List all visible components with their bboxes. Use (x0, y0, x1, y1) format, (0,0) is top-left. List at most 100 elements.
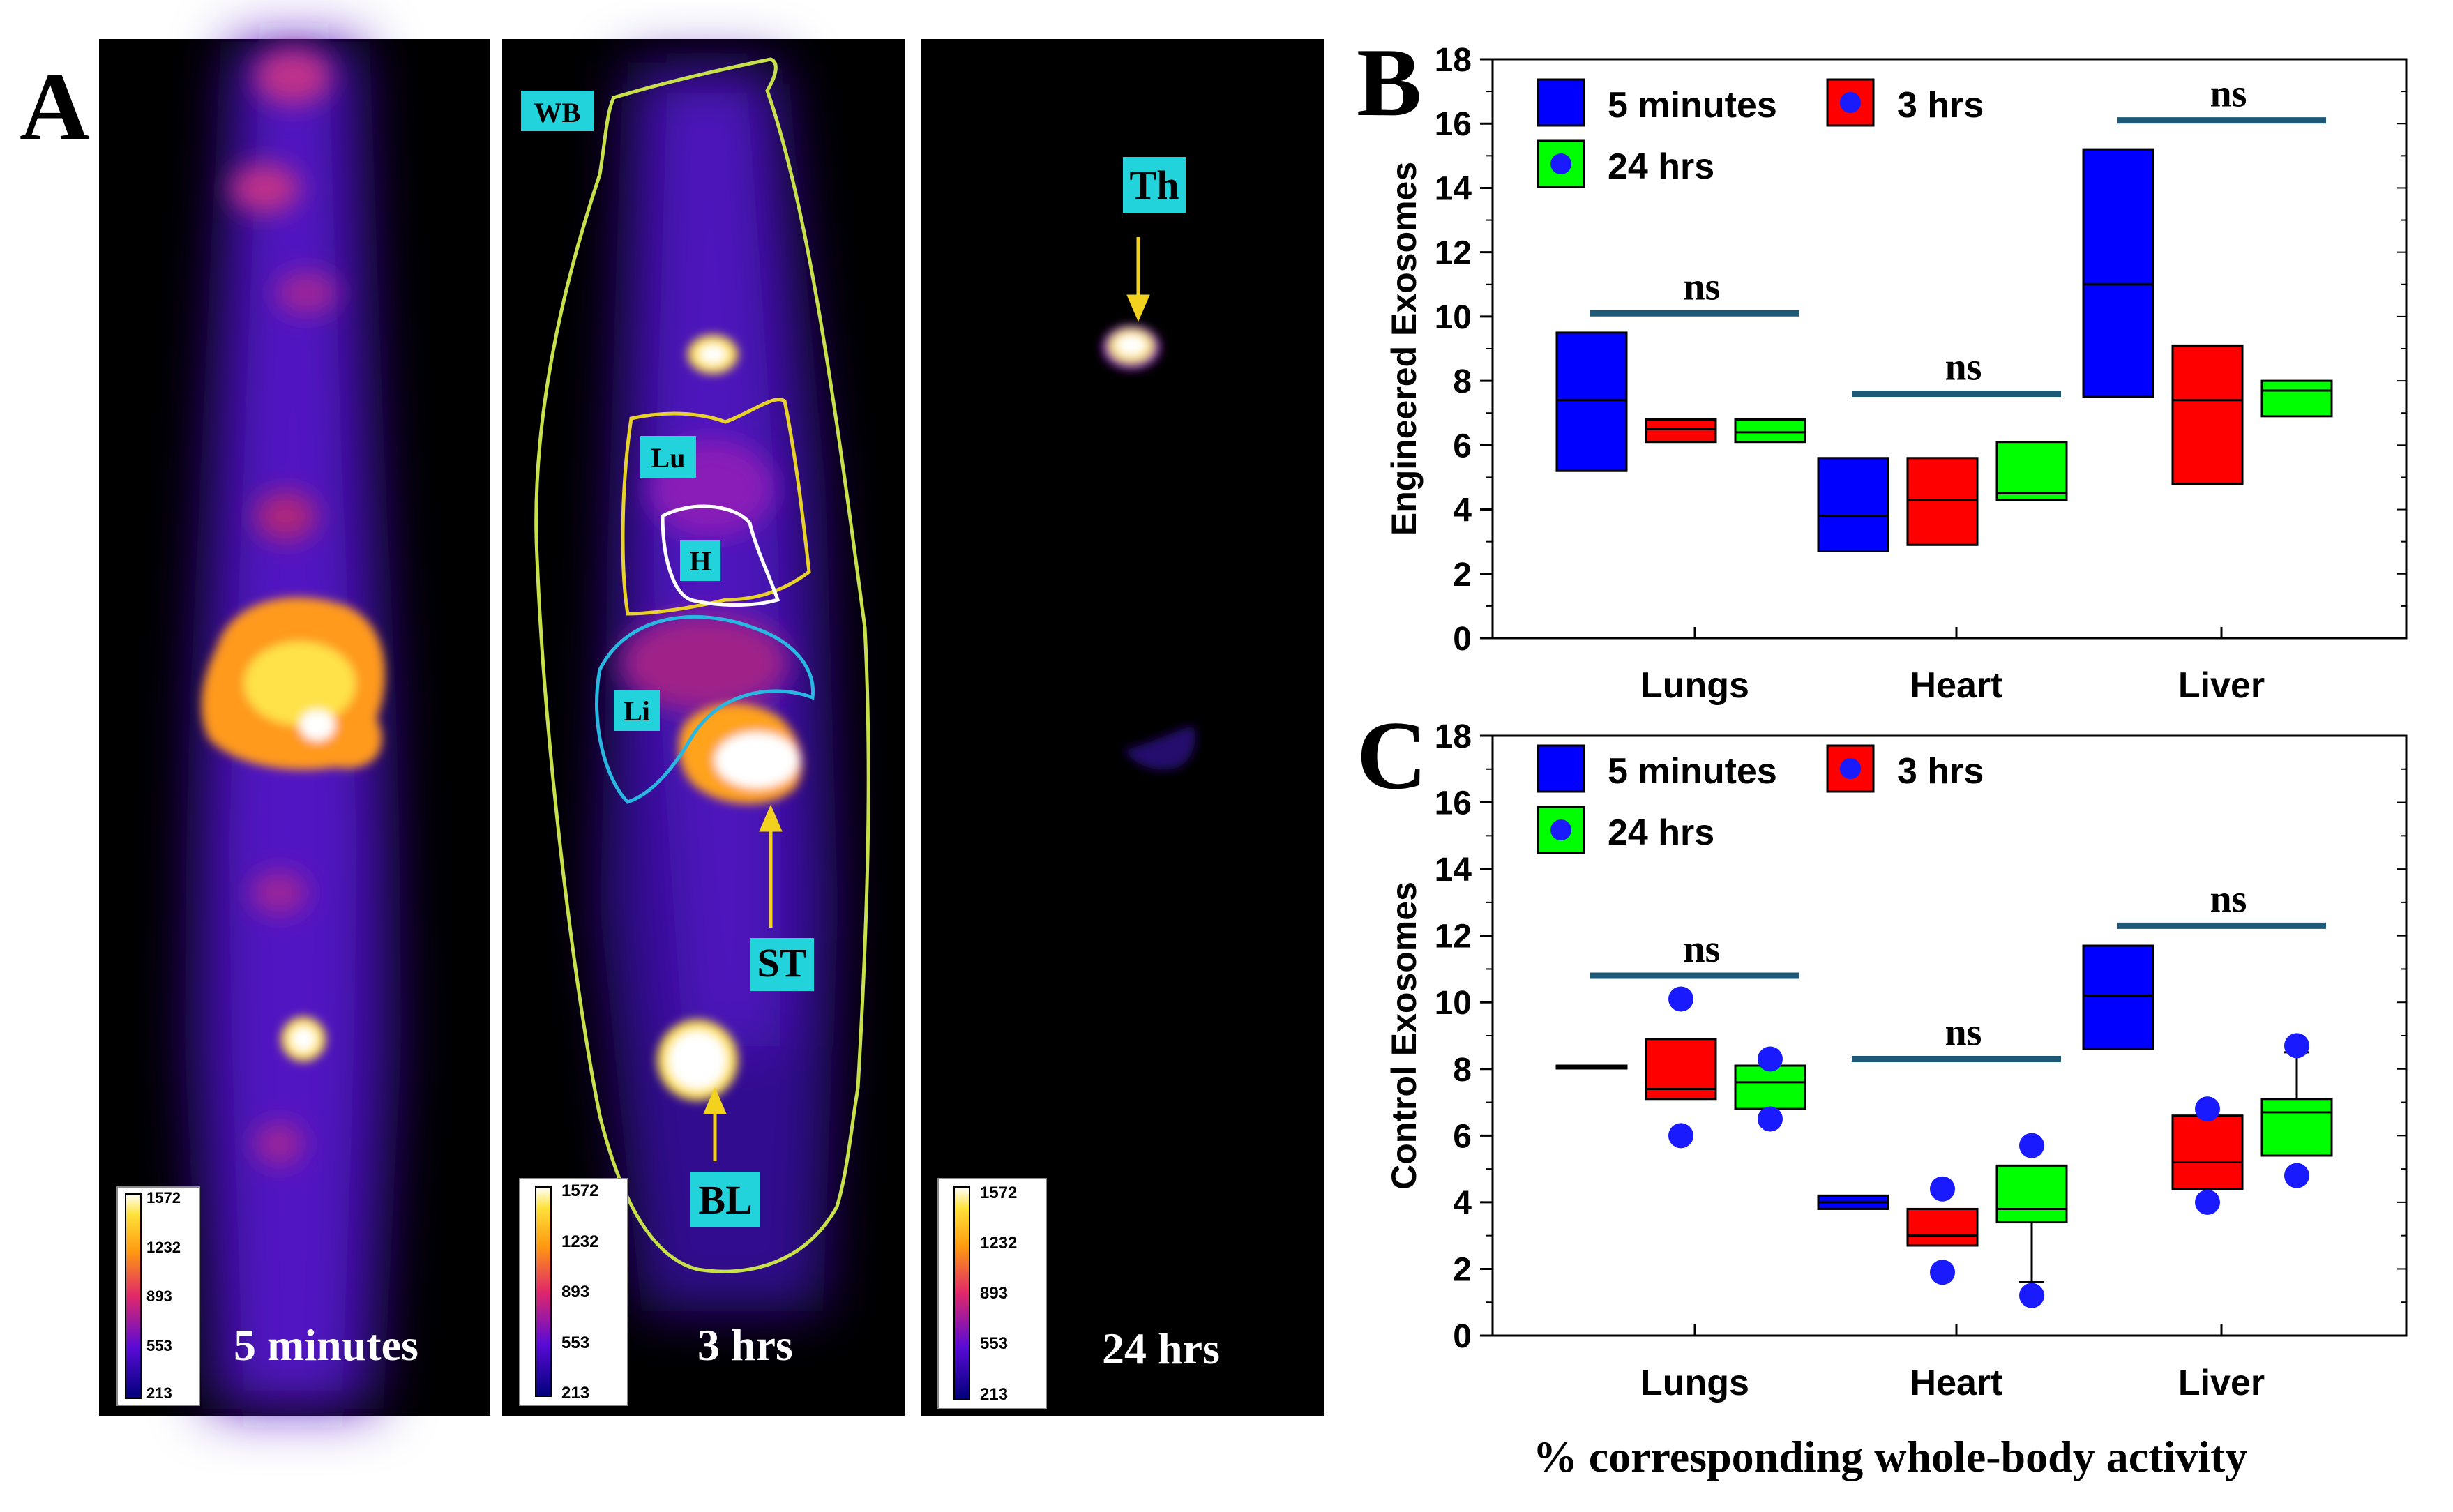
arrow-th (1126, 237, 1150, 322)
ns-label: ns (1684, 928, 1721, 971)
x-category-label: Heart (1910, 665, 2003, 706)
y-tick-label: 14 (1435, 852, 1472, 889)
outlier-point (1668, 986, 1693, 1012)
box (2082, 944, 2154, 1050)
ns-label: ns (1945, 346, 1982, 389)
pet-image-5-minutes: 1572 1232 893 553 213 5 minutes (99, 39, 490, 1416)
box (1906, 1207, 1979, 1247)
legend-label: 24 hrs (1608, 146, 1714, 187)
box (2171, 1114, 2244, 1190)
roi-heart (661, 504, 780, 607)
svg-text:H: H (689, 545, 711, 577)
outlier-point (2284, 1033, 2309, 1059)
x-category-label: Liver (2178, 665, 2265, 706)
chart-panel-c: 0 2 4 6 8 10 12 14 16 18 Control Exosomes C Lungs Hea… (1357, 702, 2408, 1403)
box (1995, 1164, 2068, 1224)
y-tick-label: 18 (1435, 718, 1472, 755)
box (1734, 1064, 1806, 1110)
pet-image-24-hrs: Th 1572 1232 893 553 213 24 hrs (921, 39, 1324, 1416)
y-tick-label: 16 (1435, 106, 1472, 143)
y-tick-label: 0 (1453, 1318, 1472, 1355)
roi-label-st: ST (750, 938, 814, 991)
y-tick-label: 6 (1453, 1118, 1472, 1155)
scale-tick: 213 (561, 1384, 589, 1403)
ns-label: ns (2210, 877, 2247, 921)
outlier-point (1930, 1176, 1955, 1202)
svg-text:ST: ST (757, 940, 807, 985)
scale-tick: 893 (980, 1284, 1008, 1303)
box (2260, 1098, 2333, 1157)
roi-whole-body (534, 57, 870, 1273)
svg-text:Lu: Lu (651, 442, 686, 474)
roi-label-li: Li (614, 690, 660, 731)
legend-swatch (1537, 806, 1585, 854)
y-axis-title: Control Exosomes (1384, 882, 1424, 1190)
legend-label: 24 hrs (1608, 812, 1714, 853)
box (1817, 457, 1889, 552)
legend-label: 3 hrs (1897, 85, 1984, 126)
outlier-point (1668, 1123, 1693, 1149)
box (1734, 418, 1806, 444)
scale-tick: 1232 (980, 1234, 1017, 1253)
y-tick-label: 8 (1453, 1052, 1472, 1089)
scale-tick: 213 (980, 1385, 1008, 1404)
outlier-point (2195, 1189, 2220, 1215)
y-tick-label: 8 (1453, 363, 1472, 400)
x-category-label: Heart (1910, 1363, 2003, 1403)
time-label-3-hrs: 3 hrs (697, 1320, 793, 1370)
panel-letter: C (1357, 702, 1427, 810)
x-category-label: Lungs (1640, 1363, 1749, 1403)
scale-tick: 1572 (561, 1181, 598, 1200)
legend-label: 5 minutes (1608, 751, 1777, 792)
legend-marker (1550, 819, 1571, 840)
y-tick-label: 2 (1453, 557, 1472, 594)
box (1645, 418, 1717, 444)
box (2171, 344, 2244, 485)
y-tick-label: 10 (1435, 985, 1472, 1022)
scale-tick: 1572 (980, 1184, 1017, 1202)
legend-label: 5 minutes (1608, 85, 1777, 126)
y-axis-title: Engineered Exosomes (1384, 162, 1424, 536)
roi-label-lu: Lu (640, 436, 696, 478)
outlier-point (2195, 1096, 2220, 1122)
roi-lungs (621, 398, 811, 616)
box (1906, 457, 1979, 546)
roi-label-th: Th (1123, 157, 1186, 213)
time-label-24-hrs: 24 hrs (1102, 1324, 1220, 1373)
y-tick-label: 4 (1453, 1185, 1472, 1222)
outlier-point (2284, 1163, 2309, 1188)
legend-marker (1840, 758, 1861, 779)
y-tick-label: 14 (1435, 170, 1472, 207)
x-category-label: Lungs (1640, 665, 1749, 706)
panel-a-letter: A (20, 53, 90, 161)
color-scale-3: 1572 1232 893 553 213 (937, 1178, 1047, 1409)
y-tick-label: 12 (1435, 235, 1472, 272)
y-tick-label: 4 (1453, 492, 1472, 529)
scale-tick: 553 (561, 1333, 589, 1352)
time-label-5-minutes: 5 minutes (234, 1320, 418, 1370)
panel-a: A (20, 39, 1324, 1416)
svg-text:WB: WB (534, 97, 581, 128)
y-tick-label: 6 (1453, 428, 1472, 464)
svg-text:Li: Li (624, 695, 650, 727)
box (2082, 148, 2154, 398)
scale-tick: 893 (561, 1283, 589, 1301)
svg-text:BL: BL (698, 1177, 752, 1223)
box (1995, 441, 2068, 501)
color-scale-1: 1572 1232 893 553 213 (116, 1186, 200, 1406)
scale-tick: 1232 (146, 1239, 181, 1256)
scale-tick: 893 (146, 1287, 172, 1305)
y-tick-label: 10 (1435, 299, 1472, 336)
legend-swatch (1537, 744, 1585, 793)
ns-label: ns (2210, 73, 2247, 116)
ns-label: ns (1945, 1011, 1982, 1054)
outlier-point (2019, 1283, 2044, 1308)
y-tick-label: 2 (1453, 1251, 1472, 1288)
outlier-point (2019, 1133, 2044, 1158)
y-tick-label: 12 (1435, 918, 1472, 955)
x-category-label: Liver (2178, 1363, 2265, 1403)
y-tick-label: 0 (1453, 621, 1472, 658)
arrow-st (759, 804, 783, 928)
box (2260, 379, 2333, 418)
